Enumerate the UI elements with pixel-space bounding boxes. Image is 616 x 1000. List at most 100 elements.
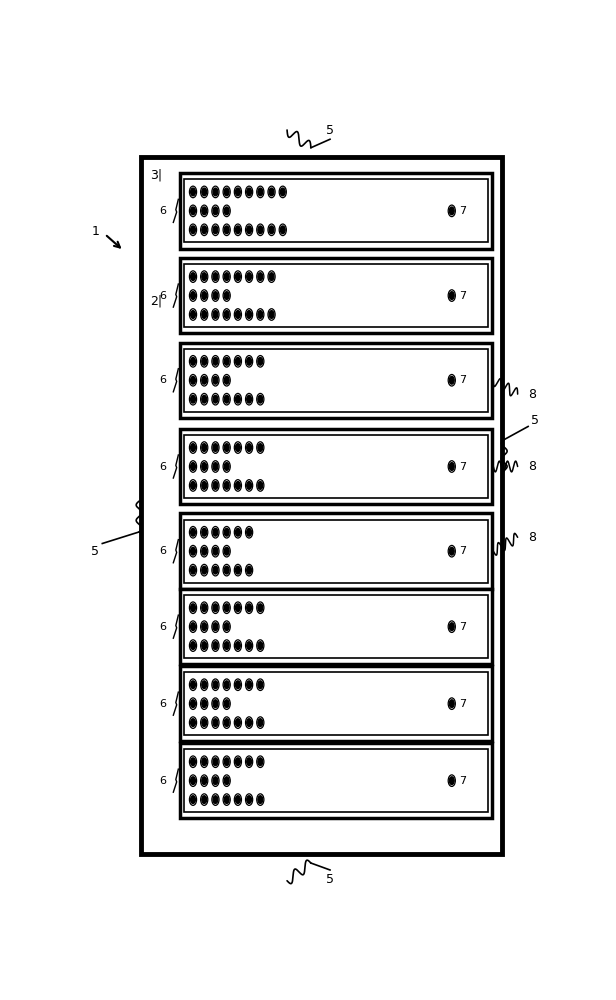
Circle shape xyxy=(202,226,206,234)
Circle shape xyxy=(258,482,262,489)
Circle shape xyxy=(224,188,229,196)
Text: 6: 6 xyxy=(160,622,166,632)
Circle shape xyxy=(202,188,206,196)
Circle shape xyxy=(190,463,195,470)
Circle shape xyxy=(202,357,206,365)
Circle shape xyxy=(235,796,240,803)
Circle shape xyxy=(224,547,229,555)
Circle shape xyxy=(258,642,262,649)
Circle shape xyxy=(190,482,195,489)
Circle shape xyxy=(247,719,251,726)
Circle shape xyxy=(213,444,218,451)
Circle shape xyxy=(202,681,206,689)
Bar xyxy=(180,173,492,249)
Circle shape xyxy=(202,719,206,726)
Circle shape xyxy=(224,796,229,803)
Circle shape xyxy=(235,758,240,766)
Circle shape xyxy=(450,700,454,708)
Circle shape xyxy=(235,226,240,234)
Circle shape xyxy=(213,226,218,234)
Circle shape xyxy=(190,566,195,574)
Circle shape xyxy=(213,292,218,299)
Text: 8: 8 xyxy=(528,460,536,473)
Circle shape xyxy=(213,463,218,470)
Circle shape xyxy=(224,273,229,280)
Circle shape xyxy=(269,188,274,196)
Circle shape xyxy=(235,482,240,489)
Circle shape xyxy=(213,528,218,536)
Text: 7: 7 xyxy=(459,699,466,709)
Circle shape xyxy=(202,376,206,384)
Circle shape xyxy=(450,207,454,215)
Circle shape xyxy=(213,395,218,403)
Circle shape xyxy=(190,444,195,451)
Text: 6: 6 xyxy=(160,546,166,556)
Circle shape xyxy=(235,719,240,726)
Circle shape xyxy=(450,777,454,785)
Circle shape xyxy=(202,482,206,489)
Circle shape xyxy=(247,188,251,196)
Circle shape xyxy=(213,566,218,574)
Circle shape xyxy=(450,547,454,555)
Circle shape xyxy=(202,463,206,470)
Bar xyxy=(184,749,488,812)
Text: 6: 6 xyxy=(160,291,166,301)
Circle shape xyxy=(224,357,229,365)
Text: 5: 5 xyxy=(326,124,334,137)
Circle shape xyxy=(202,273,206,280)
Bar xyxy=(180,429,492,504)
Circle shape xyxy=(258,357,262,365)
Circle shape xyxy=(190,681,195,689)
Text: 6: 6 xyxy=(160,206,166,216)
Circle shape xyxy=(213,777,218,785)
Text: 7: 7 xyxy=(459,462,466,472)
Circle shape xyxy=(224,463,229,470)
Circle shape xyxy=(213,796,218,803)
Bar xyxy=(142,157,502,854)
Circle shape xyxy=(247,528,251,536)
Circle shape xyxy=(224,207,229,215)
Text: 5: 5 xyxy=(532,414,539,427)
Circle shape xyxy=(224,681,229,689)
Circle shape xyxy=(190,226,195,234)
Circle shape xyxy=(235,444,240,451)
Circle shape xyxy=(202,623,206,631)
Circle shape xyxy=(224,604,229,612)
Text: 5: 5 xyxy=(326,873,334,886)
Text: 5: 5 xyxy=(91,545,99,558)
Circle shape xyxy=(190,777,195,785)
Circle shape xyxy=(247,604,251,612)
Circle shape xyxy=(258,681,262,689)
Circle shape xyxy=(213,357,218,365)
Bar xyxy=(180,589,492,664)
Circle shape xyxy=(450,376,454,384)
Text: 7: 7 xyxy=(459,622,466,632)
Circle shape xyxy=(224,566,229,574)
Circle shape xyxy=(258,796,262,803)
Circle shape xyxy=(213,758,218,766)
Circle shape xyxy=(190,758,195,766)
Text: 7: 7 xyxy=(459,546,466,556)
Circle shape xyxy=(224,395,229,403)
Circle shape xyxy=(213,700,218,708)
Circle shape xyxy=(190,395,195,403)
Text: 6: 6 xyxy=(160,375,166,385)
Circle shape xyxy=(224,226,229,234)
Circle shape xyxy=(450,463,454,470)
Circle shape xyxy=(224,777,229,785)
Text: 7: 7 xyxy=(459,206,466,216)
Bar xyxy=(184,520,488,583)
Circle shape xyxy=(247,311,251,318)
Text: 6: 6 xyxy=(160,699,166,709)
Text: 7: 7 xyxy=(459,291,466,301)
Circle shape xyxy=(190,357,195,365)
Circle shape xyxy=(235,642,240,649)
Circle shape xyxy=(258,719,262,726)
Circle shape xyxy=(258,188,262,196)
Text: 7: 7 xyxy=(459,375,466,385)
Circle shape xyxy=(224,528,229,536)
Circle shape xyxy=(213,719,218,726)
Circle shape xyxy=(247,642,251,649)
Circle shape xyxy=(213,273,218,280)
Circle shape xyxy=(190,207,195,215)
